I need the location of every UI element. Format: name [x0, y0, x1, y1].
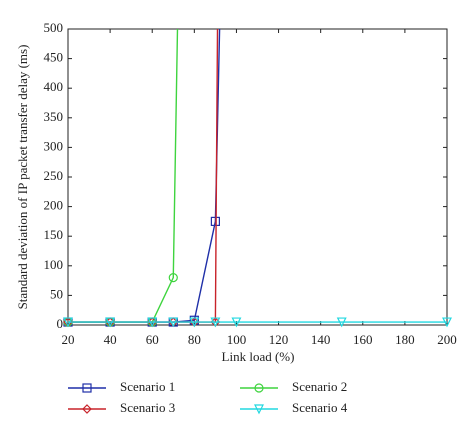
- legend-label: Scenario 1: [120, 379, 175, 394]
- y-tick-label: 350: [44, 109, 64, 124]
- x-tick-label: 100: [227, 332, 247, 347]
- x-tick-label: 120: [269, 332, 289, 347]
- legend-label: Scenario 2: [292, 379, 347, 394]
- marker: [82, 404, 92, 414]
- x-tick-label: 60: [146, 332, 159, 347]
- y-tick-label: 400: [44, 79, 64, 94]
- marker: [336, 317, 347, 328]
- marker: [210, 317, 221, 328]
- marker: [254, 383, 264, 393]
- marker: [105, 317, 116, 328]
- plot-frame: [67, 28, 448, 326]
- marker: [63, 317, 73, 328]
- marker: [189, 317, 200, 328]
- legend-label: Scenario 4: [292, 400, 348, 415]
- x-tick-label: 40: [104, 332, 117, 347]
- marker: [168, 317, 179, 328]
- x-tick-label: 200: [437, 332, 457, 347]
- marker: [168, 273, 178, 283]
- y-tick-label: 300: [44, 138, 64, 153]
- marker: [442, 317, 452, 328]
- y-tick-label: 100: [44, 257, 64, 272]
- x-tick-label: 80: [188, 332, 201, 347]
- x-tick-label: 20: [62, 332, 75, 347]
- y-tick-label: 200: [44, 198, 64, 213]
- series-line: [68, 29, 219, 323]
- marker: [189, 315, 199, 325]
- marker: [254, 404, 264, 415]
- marker: [82, 383, 92, 393]
- legend-label: Scenario 3: [120, 400, 175, 415]
- marker: [231, 317, 242, 328]
- y-tick-label: 50: [50, 286, 63, 301]
- x-tick-label: 160: [353, 332, 373, 347]
- series-line: [68, 29, 221, 323]
- y-tick-label: 450: [44, 50, 64, 65]
- y-tick-label: 150: [44, 227, 64, 242]
- marker: [147, 317, 158, 328]
- x-axis-label: Link load (%): [222, 349, 295, 364]
- y-tick-label: 0: [57, 316, 64, 331]
- y-axis-label: Standard deviation of IP packet transfer…: [15, 45, 30, 310]
- series-line: [68, 29, 179, 323]
- x-tick-label: 140: [311, 332, 331, 347]
- y-tick-label: 500: [44, 20, 64, 35]
- x-tick-label: 180: [395, 332, 415, 347]
- y-tick-label: 250: [44, 168, 64, 183]
